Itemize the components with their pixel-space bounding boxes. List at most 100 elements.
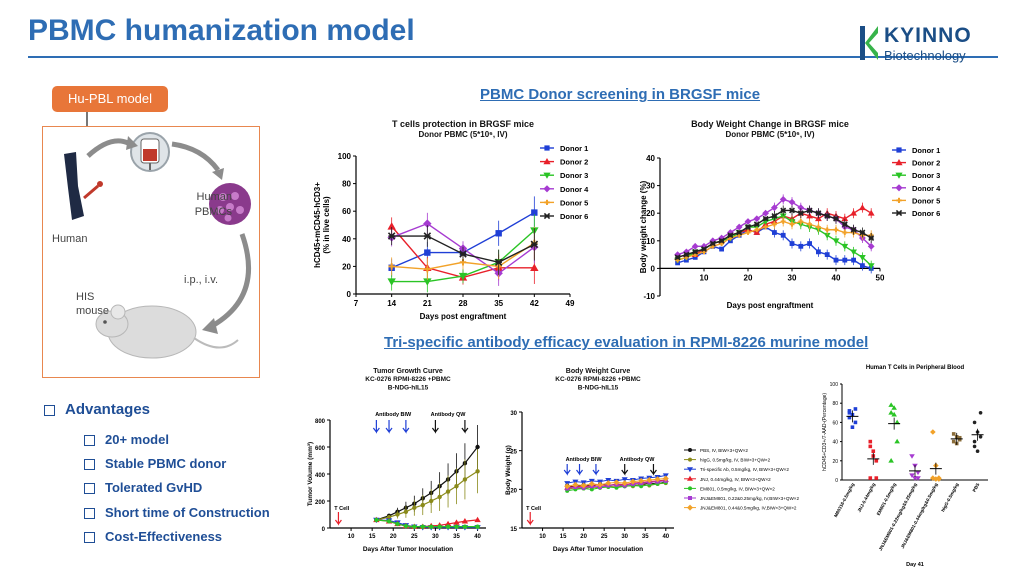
advantage-item-text: Tolerated GvHD bbox=[105, 480, 203, 496]
data-point bbox=[909, 454, 915, 459]
y-axis-label: hCD45+CD3+/7-AAD-(Percentage) bbox=[822, 393, 828, 471]
data-point bbox=[841, 243, 849, 250]
y-tick-label: 15 bbox=[510, 527, 517, 533]
legend-label: Donor 1 bbox=[560, 144, 588, 153]
data-point bbox=[815, 215, 822, 222]
data-point bbox=[454, 483, 459, 489]
x-tick-label: 30 bbox=[432, 534, 439, 540]
data-point bbox=[719, 246, 724, 252]
data-point bbox=[662, 475, 669, 482]
data-point bbox=[688, 448, 692, 452]
checkbox-icon bbox=[84, 459, 95, 471]
data-point bbox=[895, 172, 903, 179]
data-point bbox=[475, 469, 480, 474]
y-tick-label: 30 bbox=[510, 411, 517, 417]
chart-title: Body Weight Change in BRGSF mice bbox=[691, 119, 849, 129]
blood-bag-icon bbox=[130, 132, 170, 172]
data-point bbox=[462, 524, 468, 529]
data-point bbox=[975, 449, 980, 453]
x-tick-label: 21 bbox=[423, 299, 432, 308]
chart-subtitle: Donor PBMC (5*10⁶, IV) bbox=[725, 130, 814, 139]
y-tick-label: 30 bbox=[646, 182, 655, 191]
chart-subtitle: KC-0276 RPMI-8226 +PBMC bbox=[555, 376, 641, 383]
data-point bbox=[613, 479, 620, 486]
advantages-heading-text: Advantages bbox=[65, 401, 151, 418]
x-tick-label: 10 bbox=[700, 273, 709, 282]
x-tick-label: 49 bbox=[566, 299, 575, 308]
data-point bbox=[423, 278, 432, 286]
data-point bbox=[867, 242, 875, 250]
legend-label: Donor 4 bbox=[560, 185, 589, 194]
data-point bbox=[909, 473, 915, 478]
data-point bbox=[437, 494, 442, 500]
data-point bbox=[859, 204, 866, 211]
data-point bbox=[891, 405, 897, 410]
advantage-item: Cost-Effectiveness bbox=[84, 525, 270, 549]
y-tick-label: 40 bbox=[342, 235, 351, 244]
y-tick-label: 25 bbox=[510, 450, 517, 456]
data-point bbox=[589, 487, 594, 492]
x-tick-label: 40 bbox=[662, 534, 669, 540]
data-point bbox=[444, 520, 452, 527]
data-point bbox=[621, 480, 628, 487]
x-tick-label: 20 bbox=[580, 534, 587, 540]
data-point bbox=[896, 147, 902, 153]
y-tick-label: 0 bbox=[835, 478, 838, 484]
advantage-item-text: Cost-Effectiveness bbox=[105, 528, 223, 544]
data-point bbox=[868, 444, 873, 449]
data-point bbox=[614, 485, 619, 490]
data-point bbox=[842, 257, 848, 263]
data-point bbox=[700, 242, 708, 250]
legend-label: Donor 2 bbox=[912, 159, 940, 168]
data-point bbox=[687, 504, 693, 511]
data-point bbox=[428, 524, 434, 529]
donor-section-title: PBMC Donor screening in BRGSF mice bbox=[480, 86, 761, 103]
checkbox-icon bbox=[84, 531, 95, 543]
data-point bbox=[605, 480, 612, 487]
model-diagram-box bbox=[42, 126, 260, 378]
y-axis-label: Tumor Volume (mm³) bbox=[307, 442, 314, 506]
data-point bbox=[841, 215, 849, 222]
data-point bbox=[395, 512, 400, 517]
x-axis-label: Days After Tumor Inoculation bbox=[553, 546, 643, 553]
x-tick-label: 15 bbox=[369, 534, 376, 540]
logo-name: KYINNO bbox=[884, 24, 972, 47]
x-tick-label: hIgG-0.5mg/kg bbox=[940, 482, 959, 513]
data-point bbox=[888, 410, 894, 415]
data-point bbox=[788, 198, 796, 206]
data-point bbox=[420, 524, 425, 529]
y-tick-label: 60 bbox=[832, 420, 838, 426]
t-cell-arrow-icon bbox=[334, 512, 342, 526]
data-point bbox=[847, 415, 852, 420]
advantage-item: Stable PBMC donor bbox=[84, 452, 270, 476]
data-point bbox=[867, 263, 875, 270]
x-tick-label: JNJ&EM801-0.22mg/kg&0.25mg/kg bbox=[878, 482, 918, 552]
annotation-label: Antibody BIW bbox=[375, 412, 412, 418]
data-point bbox=[639, 484, 644, 489]
data-point bbox=[458, 272, 468, 281]
checkbox-icon bbox=[84, 435, 95, 447]
data-point bbox=[386, 515, 392, 520]
annotation-label: T Cell bbox=[526, 506, 541, 512]
data-point bbox=[850, 209, 857, 216]
data-point bbox=[691, 242, 699, 250]
chart-title: Body Weight Curve bbox=[566, 368, 631, 375]
data-point bbox=[735, 223, 743, 231]
checkbox-icon bbox=[44, 404, 55, 416]
legend-label: Donor 3 bbox=[912, 171, 940, 180]
data-point bbox=[780, 232, 786, 238]
data-point bbox=[475, 524, 480, 529]
data-point bbox=[597, 481, 604, 488]
antibody-arrow-icon bbox=[461, 420, 469, 434]
antibody-arrow-icon bbox=[563, 464, 571, 476]
data-point bbox=[936, 476, 942, 482]
x-axis-label: Days post engraftment bbox=[420, 312, 507, 321]
data-point bbox=[978, 435, 983, 439]
data-point bbox=[387, 278, 396, 286]
legend-label: Donor 2 bbox=[560, 158, 588, 167]
x-axis-label: Days After Tumor Inoculation bbox=[363, 546, 453, 553]
antibody-arrow-icon bbox=[621, 464, 629, 476]
data-point bbox=[629, 478, 636, 485]
x-tick-label: 28 bbox=[459, 299, 468, 308]
